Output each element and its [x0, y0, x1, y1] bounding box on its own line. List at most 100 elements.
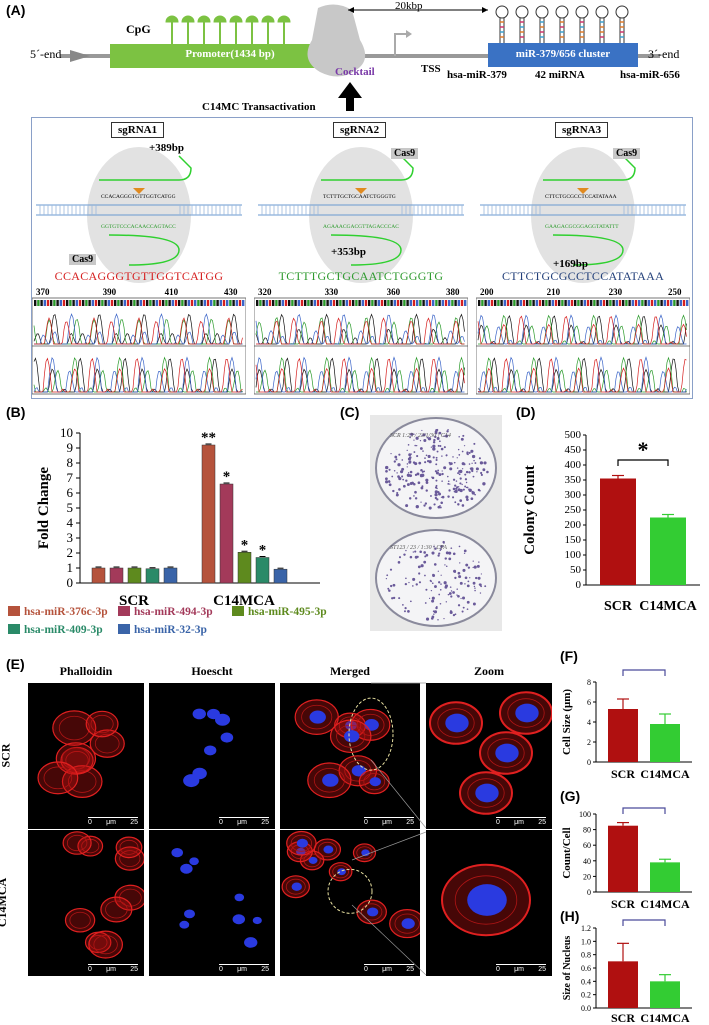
guide-rna [330, 234, 402, 266]
colony [474, 462, 477, 465]
sig-bracket [622, 669, 666, 676]
b-sig: * [259, 543, 267, 559]
trace-line [477, 357, 687, 393]
colony [437, 619, 439, 621]
hairpin-loop [615, 5, 629, 19]
colony [474, 493, 476, 496]
colony [438, 593, 441, 596]
colony [449, 467, 453, 471]
b-ytick-label: 2 [67, 545, 74, 560]
colony [473, 565, 477, 569]
colony [462, 568, 466, 572]
colony [452, 613, 456, 617]
colony [457, 488, 461, 492]
colony [468, 471, 471, 474]
colony [419, 440, 422, 442]
base-call [670, 300, 673, 306]
colony [456, 486, 459, 489]
colony [423, 551, 426, 554]
colony [480, 585, 483, 588]
base-call [94, 300, 98, 306]
colony [433, 503, 436, 506]
scale-value: 25 [261, 819, 269, 826]
colony [430, 589, 433, 592]
base-call [615, 300, 618, 306]
scale-value: 0 [219, 966, 223, 973]
panel-label-a: (A) [6, 2, 26, 18]
colony [466, 600, 470, 604]
colony [449, 483, 451, 485]
b-sig: * [241, 537, 249, 553]
promoter-label: Promoter(1434 bp) [185, 48, 275, 60]
colony [471, 462, 473, 464]
base-call [510, 300, 513, 306]
colony [450, 590, 453, 592]
colony [474, 576, 478, 580]
colony [389, 568, 393, 571]
ytick-label: 100 [565, 549, 582, 561]
cpg-label: CpG [126, 22, 151, 36]
colony [440, 574, 442, 576]
ytick-label: 8 [587, 678, 591, 687]
colony [458, 545, 461, 548]
base-call [377, 300, 380, 306]
b-bar [201, 444, 216, 584]
base-call [374, 300, 377, 306]
base-call [673, 300, 676, 306]
colony [423, 504, 426, 507]
colony [414, 473, 418, 477]
ytick-label: 100 [579, 810, 591, 819]
colony [437, 570, 439, 572]
chromatogram-tick: 390 [103, 287, 117, 297]
cocktail-blob [307, 4, 366, 77]
colony [392, 489, 395, 493]
colony [413, 483, 416, 486]
sgrna-position: +353bp [331, 246, 367, 258]
actin-fiber [487, 738, 525, 768]
micrograph-image: 0 μm 25 [426, 683, 552, 829]
scale-value: 0 [364, 819, 368, 826]
trace-line [255, 356, 465, 393]
b-sig: * [223, 469, 231, 485]
colony [463, 549, 467, 553]
scale-value: 25 [406, 819, 414, 826]
colony [461, 462, 465, 466]
colony [465, 470, 469, 474]
base-call [114, 300, 117, 306]
cpg-cap [245, 15, 259, 23]
colony [467, 566, 471, 569]
colony [466, 608, 469, 610]
colony [439, 506, 442, 509]
colony [481, 473, 483, 476]
colony [438, 581, 441, 584]
micrograph-image: 0 μm 25 [149, 830, 275, 976]
b-legend-swatch [8, 606, 20, 616]
trace-line [255, 357, 465, 393]
colony [408, 497, 412, 500]
colony [431, 476, 433, 478]
colony [427, 454, 431, 459]
arrow-icon [70, 50, 90, 62]
scale-value: 25 [406, 966, 414, 973]
base-call [294, 300, 297, 306]
colony [433, 438, 436, 442]
colony [420, 486, 424, 490]
base-call [551, 300, 554, 306]
scale-unit: μm [106, 966, 116, 973]
y-axis-label: Cell Size (μm) [561, 689, 573, 755]
base-call [91, 300, 94, 306]
base-call [676, 300, 679, 306]
colony [466, 451, 469, 454]
nucleus [179, 920, 190, 929]
colony [425, 478, 429, 482]
base-call [554, 300, 558, 306]
colony [452, 478, 456, 481]
actin-fiber [119, 839, 139, 855]
colony [409, 460, 412, 463]
colony [479, 583, 482, 587]
scale-bar: 0 μm 25 [364, 817, 414, 826]
colony [433, 613, 435, 615]
base-call [235, 300, 238, 306]
colony [418, 461, 422, 465]
base-call [364, 300, 368, 306]
